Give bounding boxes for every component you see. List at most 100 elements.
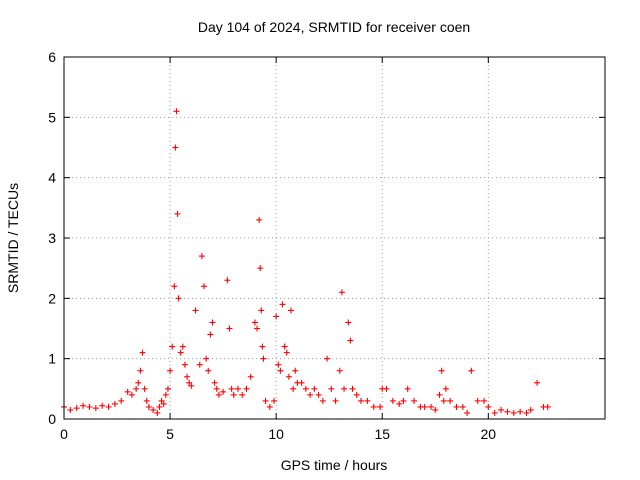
data-point [332,397,339,404]
x-tick-label: 20 [481,426,497,442]
data-point [474,397,481,404]
data-point [315,391,322,398]
data-point [224,277,231,284]
data-point [211,379,218,386]
data-point [73,405,80,412]
data-point [156,403,163,410]
data-point [389,397,396,404]
data-point [383,385,390,392]
data-point [341,385,348,392]
data-point [396,400,403,407]
data-point [504,408,511,415]
data-point [158,397,165,404]
data-point [247,373,254,380]
data-point [464,409,471,416]
data-point [266,403,273,410]
data-point [283,349,290,356]
data-point [349,385,356,392]
data-point [292,367,299,374]
data-point [196,361,203,368]
data-point [111,400,118,407]
y-tick-label: 0 [48,411,56,427]
data-point [290,385,297,392]
data-point [364,397,371,404]
data-point [442,385,449,392]
data-point [257,265,264,272]
data-point [481,397,488,404]
data-point [145,403,152,410]
y-tick-label: 6 [48,49,56,65]
data-point [177,349,184,356]
x-tick-label: 5 [166,426,174,442]
data-point [201,283,208,290]
data-point [285,373,292,380]
data-point [198,253,205,260]
data-point [215,391,222,398]
data-point [517,408,524,415]
data-point [243,385,250,392]
data-point [428,403,435,410]
data-point [438,367,445,374]
data-point [440,397,447,404]
data-point [260,355,267,362]
data-point [447,397,454,404]
data-point [485,403,492,410]
data-point [436,391,443,398]
grid-lines [64,57,605,419]
x-tick-label: 0 [60,426,68,442]
data-points [61,108,551,416]
data-point [169,343,176,350]
data-point [453,403,460,410]
data-point [510,409,517,416]
data-point [192,307,199,314]
y-tick-label: 5 [48,109,56,125]
data-point [411,397,418,404]
data-point [220,388,227,395]
data-point [230,391,237,398]
plot-frame [63,56,606,420]
x-tick-label: 10 [268,426,284,442]
data-point [188,382,195,389]
y-tick-label: 3 [48,230,56,246]
data-point [105,403,112,410]
data-point [207,331,214,338]
data-point [209,319,216,326]
data-point [523,409,530,416]
data-point [86,403,93,410]
data-point [228,385,235,392]
data-point [262,397,269,404]
data-point [171,283,178,290]
data-point [213,385,220,392]
data-point [311,385,318,392]
data-point [534,379,541,386]
axis-ticks: 0 1 2 3 4 5 6 0 5 10 15 20 [48,49,605,442]
data-point [164,385,171,392]
data-point [258,307,265,314]
x-tick-label: 15 [374,426,390,442]
data-point [128,391,135,398]
chart-title: Day 104 of 2024, SRMTID for receiver coe… [198,19,470,35]
y-axis-label: SRMTID / TECUs [5,183,21,293]
data-point [150,406,157,413]
data-point [181,361,188,368]
data-point [172,144,179,151]
data-point [251,319,258,326]
data-point [135,379,142,386]
data-point [345,319,352,326]
data-point [307,391,314,398]
y-tick-label: 4 [48,170,56,186]
data-point [239,391,246,398]
data-point [358,397,365,404]
data-point [205,367,212,374]
data-point [328,385,335,392]
data-point [162,391,169,398]
data-point [459,403,466,410]
data-point [254,325,261,332]
data-point [174,210,181,217]
data-point [234,385,241,392]
data-point [491,409,498,416]
data-point [336,367,343,374]
data-point [468,367,475,374]
data-point [256,216,263,223]
